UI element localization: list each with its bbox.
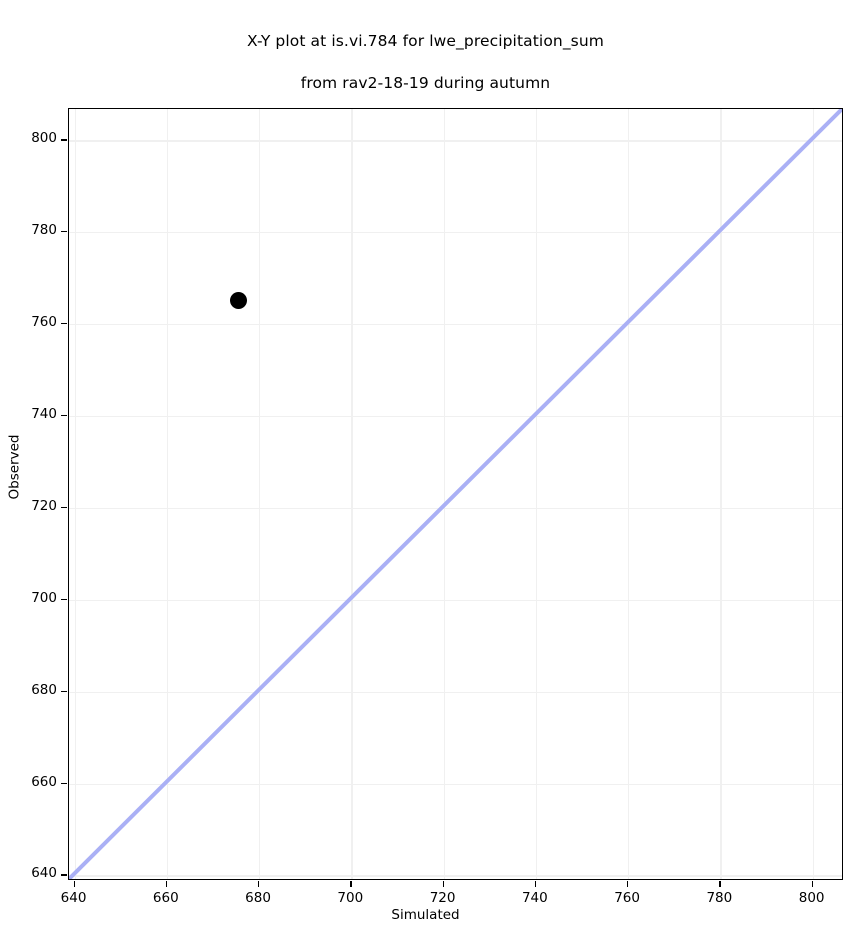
x-axis-tick-label: 640 — [60, 890, 87, 906]
gridline-vertical — [166, 109, 169, 879]
gridline-horizontal — [69, 232, 842, 234]
x-axis-tick-label: 680 — [245, 890, 271, 906]
y-axis-tick-label: 800 — [31, 130, 57, 147]
y-axis-tick-label: 660 — [31, 773, 57, 790]
y-axis-tick-mark — [61, 782, 67, 784]
x-axis-tick-label: 720 — [429, 890, 456, 906]
x-axis-tick-label: 760 — [614, 890, 640, 906]
gridline-vertical — [74, 109, 76, 879]
plot-area — [68, 108, 843, 880]
y-axis-tick-label: 640 — [31, 865, 57, 882]
x-axis-tick-label: 700 — [337, 890, 364, 906]
x-axis-tick-mark — [811, 881, 813, 887]
x-axis-tick-mark — [258, 881, 260, 887]
data-layer — [69, 109, 842, 879]
x-axis-tick-label: 660 — [152, 890, 179, 906]
gridline-horizontal — [69, 140, 842, 142]
x-axis-tick-mark — [534, 881, 537, 887]
gridline-horizontal — [69, 783, 842, 785]
gridline-vertical — [443, 109, 445, 879]
data-point — [229, 291, 247, 309]
y-axis-tick-mark — [61, 231, 67, 233]
x-axis-tick-mark — [73, 881, 75, 887]
y-axis-tick-mark — [61, 506, 67, 509]
gridline-vertical — [535, 109, 538, 879]
gridline-horizontal — [69, 415, 842, 418]
gridline-vertical — [720, 109, 722, 879]
y-axis-tick-mark — [61, 598, 67, 601]
y-axis-tick-mark — [61, 139, 67, 141]
y-axis-tick-mark — [61, 414, 67, 417]
y-axis-tick-mark — [61, 874, 67, 876]
gridline-horizontal — [69, 599, 842, 602]
x-axis-tick-label: 780 — [706, 890, 733, 906]
x-axis-tick-label: 740 — [521, 890, 548, 906]
x-axis-tick-mark — [350, 881, 352, 887]
chart-title-line-2: from rav2-18-19 during autumn — [300, 74, 551, 92]
y-axis-tick-label: 680 — [31, 681, 57, 698]
x-axis-tick-mark — [719, 881, 721, 887]
gridline-horizontal — [69, 507, 842, 510]
y-axis-tick-label: 720 — [31, 497, 57, 514]
identity-line — [69, 109, 842, 879]
y-axis-tick-mark — [61, 690, 67, 692]
gridline-vertical — [628, 109, 630, 879]
x-axis-tick-mark — [165, 881, 168, 887]
y-axis-tick-label: 700 — [31, 589, 57, 606]
gridline-horizontal — [69, 691, 842, 693]
y-axis-tick-label: 760 — [31, 314, 57, 331]
y-axis-tick-label: 780 — [31, 222, 57, 239]
y-axis-tick-label: 740 — [31, 405, 57, 422]
y-axis-tick-mark — [61, 323, 67, 325]
gridline-horizontal — [69, 324, 842, 326]
gridline-vertical — [812, 109, 814, 879]
gridlines — [69, 109, 842, 879]
x-axis-tick-mark — [627, 881, 629, 887]
y-axis-label-text: Observed — [6, 434, 23, 500]
gridline-horizontal — [69, 875, 842, 877]
x-axis-label: Simulated — [0, 907, 851, 923]
gridline-vertical — [351, 109, 353, 879]
chart-title-line-1: X-Y plot at is.vi.784 for lwe_precipitat… — [247, 32, 604, 50]
y-axis-label: Observed — [0, 0, 28, 934]
x-axis-label-text: Simulated — [391, 907, 460, 923]
gridline-vertical — [259, 109, 261, 879]
chart-title: X-Y plot at is.vi.784 for lwe_precipitat… — [0, 10, 851, 115]
x-axis-tick-label: 800 — [798, 890, 825, 906]
x-axis-tick-mark — [442, 881, 444, 887]
